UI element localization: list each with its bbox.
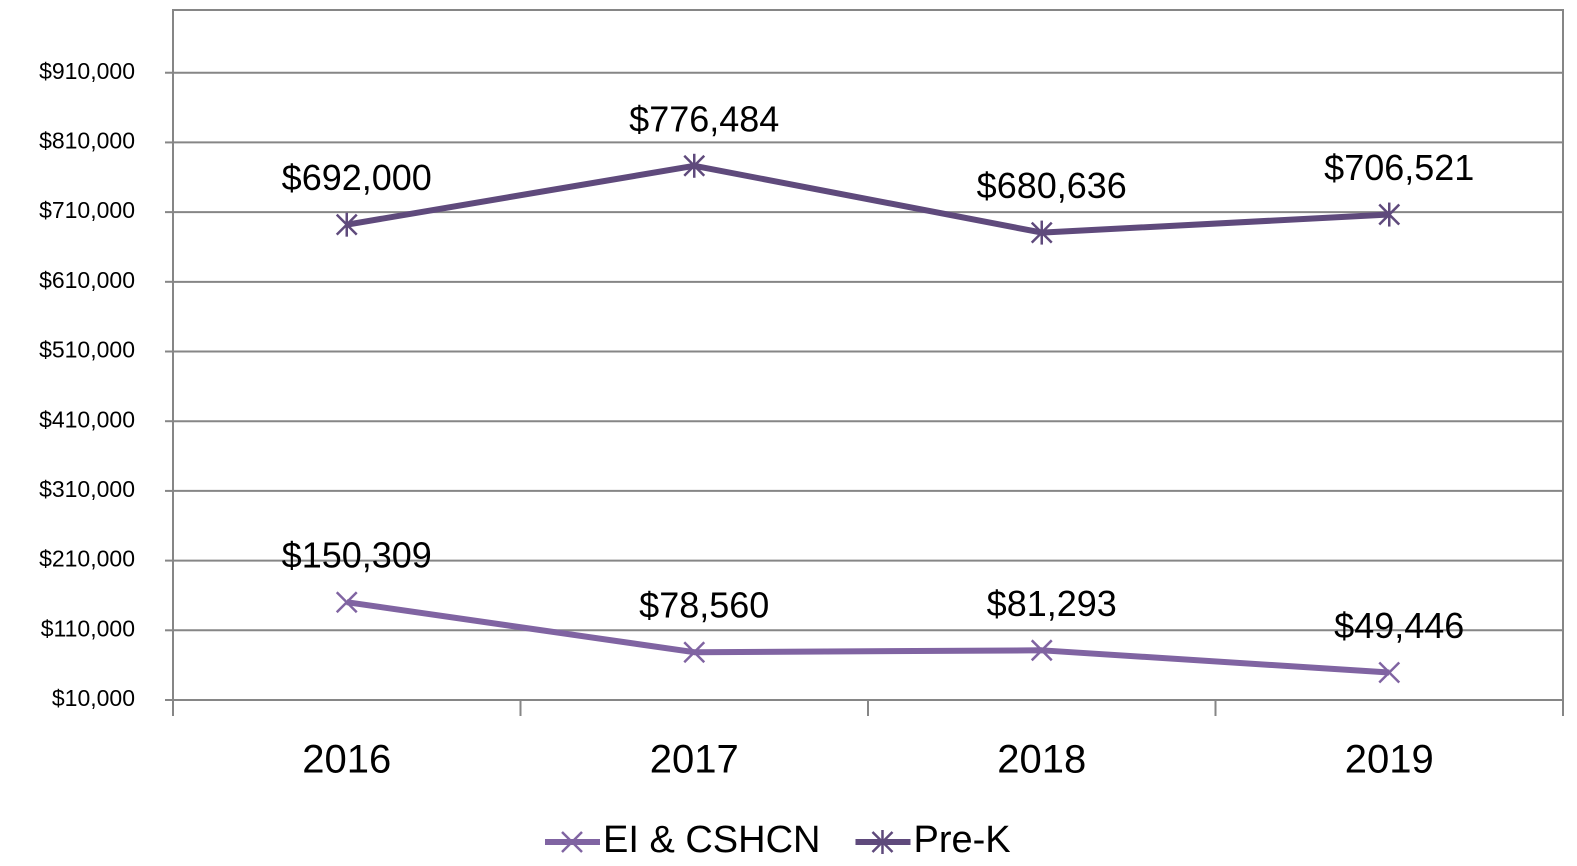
x-tick-label: 2017 xyxy=(650,738,739,782)
data-label: $49,446 xyxy=(1334,605,1464,646)
data-label: $706,521 xyxy=(1324,147,1474,188)
legend-marker xyxy=(871,830,894,854)
y-tick-label: $510,000 xyxy=(39,337,135,363)
data-label: $81,293 xyxy=(987,583,1117,624)
point-marker xyxy=(1030,220,1053,245)
y-tick-label: $210,000 xyxy=(39,546,135,572)
point-marker xyxy=(335,212,358,237)
point-marker xyxy=(683,153,706,178)
point-marker xyxy=(1378,661,1401,684)
data-label: $680,636 xyxy=(977,165,1127,206)
y-tick-label: $10,000 xyxy=(52,685,135,711)
y-tick-label: $410,000 xyxy=(39,406,135,432)
series-line xyxy=(346,599,1390,676)
y-tick-label: $610,000 xyxy=(39,267,135,293)
point-marker xyxy=(683,641,706,664)
x-tick-label: 2019 xyxy=(1345,738,1434,782)
y-tick-label: $110,000 xyxy=(41,615,135,641)
x-tick-label: 2016 xyxy=(302,738,391,782)
y-tick-label: $710,000 xyxy=(39,197,135,223)
data-label: $692,000 xyxy=(282,157,432,198)
point-marker xyxy=(1030,639,1053,662)
data-label: $776,484 xyxy=(629,98,779,139)
y-tick-label: $810,000 xyxy=(39,128,135,154)
data-label: $150,309 xyxy=(282,535,432,576)
point-marker xyxy=(1378,202,1401,227)
series-line xyxy=(346,162,1390,236)
data-label: $78,560 xyxy=(639,585,769,626)
y-tick-label: $310,000 xyxy=(39,476,135,502)
legend-label: Pre-K xyxy=(913,819,1010,861)
y-tick-label: $910,000 xyxy=(39,58,135,84)
plot-frame xyxy=(172,9,1564,701)
legend-marker xyxy=(561,831,583,853)
point-marker xyxy=(335,591,358,614)
legend-label: EI & CSHCN xyxy=(603,819,820,861)
x-tick-label: 2018 xyxy=(997,738,1086,782)
